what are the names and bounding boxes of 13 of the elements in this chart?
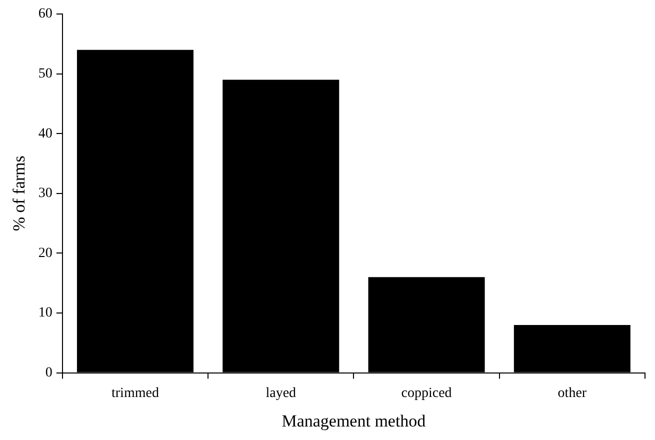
y-tick-label: 30 xyxy=(38,186,52,202)
y-tick-label: 60 xyxy=(38,6,52,22)
y-tick-label: 0 xyxy=(45,365,52,380)
x-tick-label: other xyxy=(558,386,587,401)
y-tick-label: 20 xyxy=(38,246,52,261)
x-tick-label: layed xyxy=(266,386,296,401)
y-tick-label: 10 xyxy=(38,306,52,321)
x-axis-title: Management method xyxy=(282,411,426,430)
y-tick-label: 50 xyxy=(38,66,52,82)
x-tick-label: coppiced xyxy=(401,386,452,401)
y-tick-label: 40 xyxy=(38,126,52,142)
y-axis-title: % of farms xyxy=(10,156,29,232)
x-tick-label: trimmed xyxy=(112,386,159,401)
